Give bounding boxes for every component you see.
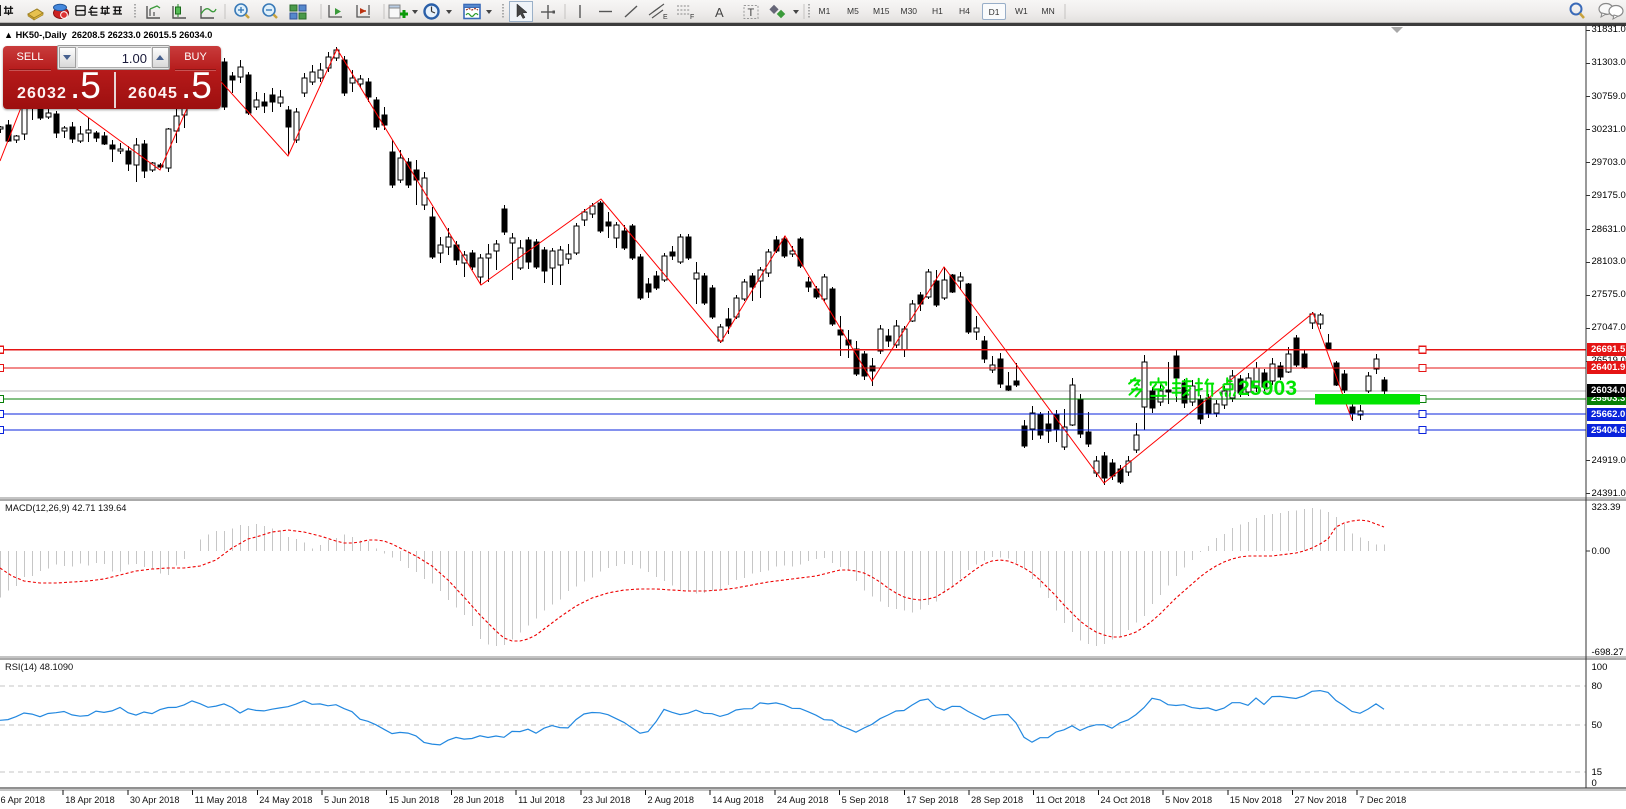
svg-text:A: A: [715, 5, 724, 20]
svg-text:25903: 25903: [1238, 377, 1297, 400]
svg-text:T: T: [748, 7, 755, 19]
svg-text:E: E: [663, 14, 668, 21]
svg-text:F: F: [690, 14, 694, 21]
